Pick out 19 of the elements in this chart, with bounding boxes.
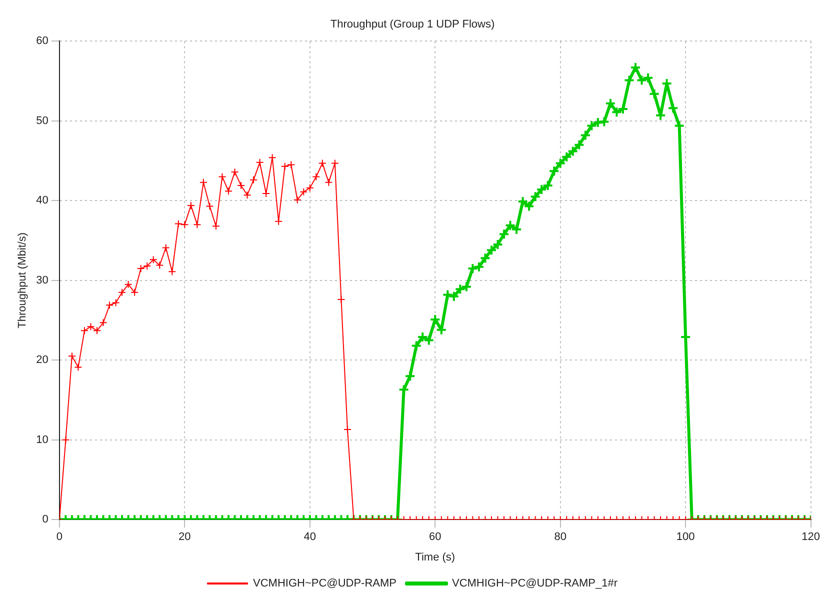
- y-tick-label: 60: [36, 35, 48, 48]
- x-tick-label: 0: [56, 531, 62, 544]
- y-tick-label: 40: [36, 194, 48, 207]
- x-tick-label: 20: [178, 531, 191, 544]
- y-tick-label: 10: [36, 434, 48, 446]
- legend-label: VCMHIGH~PC@UDP-RAMP_1#r: [452, 578, 618, 590]
- y-axis-title: Throughput (Mbit/s): [16, 232, 29, 328]
- x-axis-title: Time (s): [415, 551, 456, 564]
- y-tick-label: 20: [36, 354, 48, 366]
- y-tick-label: 0: [42, 514, 48, 526]
- x-tick-label: 60: [429, 531, 442, 544]
- x-tick-label: 40: [304, 531, 316, 544]
- y-tick-label: 30: [36, 274, 48, 286]
- x-tick-label: 80: [554, 531, 566, 544]
- x-tick-label: 120: [802, 531, 820, 544]
- chart-title: Throughput (Group 1 UDP Flows): [330, 18, 495, 31]
- x-tick-label: 100: [676, 531, 695, 544]
- legend-label: VCMHIGH~PC@UDP-RAMP: [253, 578, 396, 590]
- y-tick-label: 50: [36, 114, 48, 127]
